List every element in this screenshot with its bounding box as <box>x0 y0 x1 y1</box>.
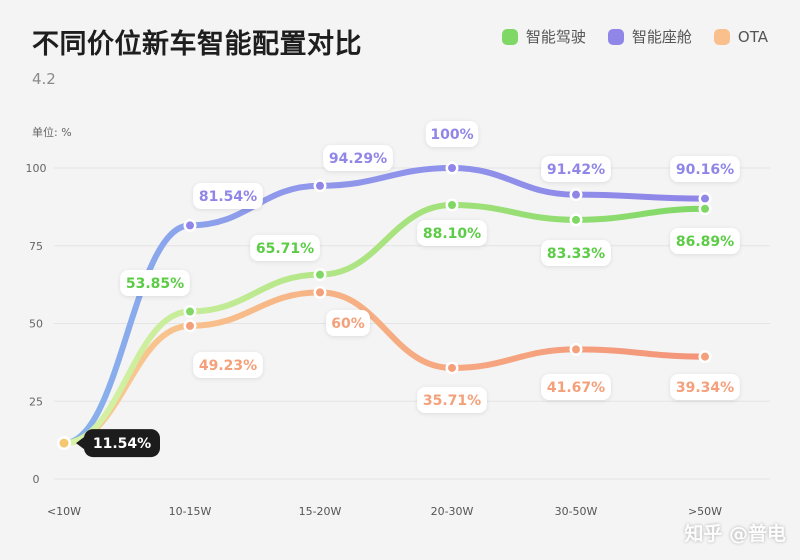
point-ota-2 <box>316 288 324 297</box>
data-label-ota-5: 39.34% <box>676 380 734 396</box>
data-label-ota-3: 35.71% <box>423 393 481 409</box>
point-cabin-3 <box>448 164 456 172</box>
data-label-bg-driving-2 <box>250 235 320 261</box>
point-driving-2 <box>316 270 324 279</box>
data-label-bg-ota-5 <box>670 374 740 400</box>
data-label-driving-2: 65.71% <box>256 241 314 257</box>
point-ota-5 <box>701 352 709 361</box>
legend-label-ota: OTA <box>737 27 768 46</box>
point-cabin-4 <box>572 190 580 199</box>
origin-point <box>59 438 69 448</box>
watermark: 知乎 @普电 <box>684 523 786 545</box>
legend: 智能驾驶 智能座舱 OTA <box>501 26 768 47</box>
data-label-bg-cabin-1 <box>193 183 263 209</box>
chart-title: 不同价位新车智能配置对比 <box>32 29 362 60</box>
data-label-cabin-3: 100% <box>430 127 473 143</box>
point-driving-1 <box>186 307 194 316</box>
x-tick-label-4: 30-50W <box>555 505 598 518</box>
chart-subtitle: 4.2 <box>32 70 56 88</box>
series-line-cabin <box>61 165 708 447</box>
legend-swatch-ota <box>713 28 730 45</box>
data-label-cabin-4: 91.42% <box>547 162 605 178</box>
origin-badge-pointer <box>76 437 84 450</box>
point-ota-3 <box>448 363 456 372</box>
data-label-driving-4: 83.33% <box>547 246 605 262</box>
x-tick-label-3: 20-30W <box>431 505 474 518</box>
x-tick-label-1: 10-15W <box>169 505 212 518</box>
data-label-bg-cabin-3 <box>425 121 479 147</box>
y-axis-unit-label: 单位: % <box>32 126 72 139</box>
y-tick-label-25: 25 <box>29 395 43 408</box>
point-cabin-1 <box>186 221 194 230</box>
point-driving-5 <box>701 204 709 213</box>
legend-label-cabin: 智能座舱 <box>631 28 692 46</box>
series-line-ota <box>61 289 708 447</box>
data-label-bg-ota-2 <box>326 310 370 336</box>
data-label-driving-3: 88.10% <box>423 226 481 242</box>
data-label-ota-1: 49.23% <box>199 358 257 374</box>
point-ota-4 <box>572 345 580 354</box>
data-label-driving-1: 53.85% <box>126 276 184 292</box>
data-label-cabin-2: 94.29% <box>329 151 387 167</box>
origin-badge-bg <box>84 429 160 458</box>
legend-swatch-driving <box>501 28 518 45</box>
data-label-ota-4: 41.67% <box>547 380 605 396</box>
data-label-bg-driving-4 <box>541 240 611 266</box>
data-label-bg-cabin-2 <box>323 145 393 171</box>
data-label-bg-driving-5 <box>670 228 740 254</box>
data-label-cabin-1: 81.54% <box>199 189 257 205</box>
data-label-bg-ota-1 <box>193 352 263 378</box>
legend-swatch-cabin <box>607 28 624 45</box>
data-label-bg-cabin-4 <box>541 156 611 182</box>
series-line-driving <box>61 202 708 447</box>
point-driving-4 <box>572 215 580 224</box>
data-label-ota-2: 60% <box>331 316 365 332</box>
data-label-bg-cabin-5 <box>670 156 740 182</box>
data-label-driving-5: 86.89% <box>676 234 734 250</box>
y-tick-label-100: 100 <box>26 162 47 175</box>
point-ota-1 <box>186 321 194 330</box>
point-cabin-5 <box>701 194 709 203</box>
legend-item-ota: OTA <box>713 27 768 46</box>
y-tick-label-75: 75 <box>29 240 43 253</box>
point-cabin-2 <box>316 181 324 190</box>
point-driving-3 <box>448 201 456 210</box>
legend-label-driving: 智能驾驶 <box>525 28 586 46</box>
data-label-bg-ota-4 <box>541 374 611 400</box>
data-label-bg-ota-3 <box>417 387 487 413</box>
x-tick-label-2: 15-20W <box>299 505 342 518</box>
origin-badge-label: 11.54% <box>93 436 151 452</box>
data-label-cabin-5: 90.16% <box>676 162 734 178</box>
data-label-bg-driving-1 <box>120 270 190 296</box>
legend-item-driving: 智能驾驶 <box>501 26 586 47</box>
y-tick-label-0: 0 <box>33 473 40 486</box>
legend-item-cabin: 智能座舱 <box>607 26 692 47</box>
data-label-bg-driving-3 <box>417 220 487 246</box>
x-tick-label-5: >50W <box>688 505 722 518</box>
x-tick-label-0: <10W <box>47 505 81 518</box>
y-tick-label-50: 50 <box>29 318 43 331</box>
